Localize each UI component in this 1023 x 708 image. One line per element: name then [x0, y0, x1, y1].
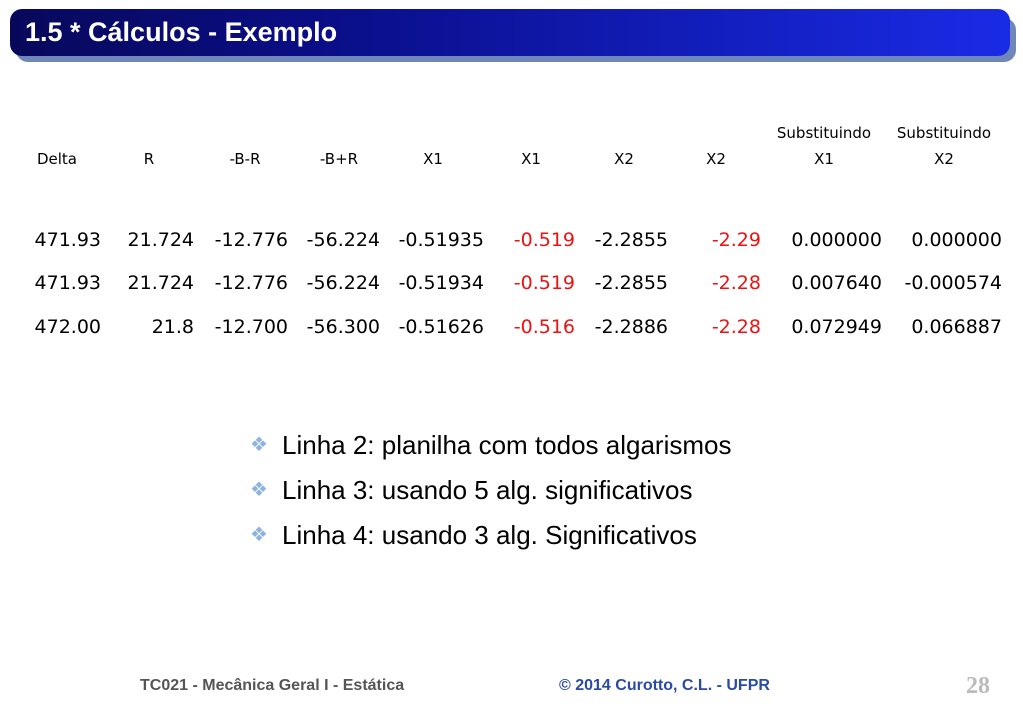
table-cell: 0.066887 [911, 316, 1002, 338]
table-cell: -0.519 [513, 229, 575, 251]
footer-copyright: © 2014 Curotto, C.L. - UFPR [559, 677, 770, 694]
table-cell: -56.300 [306, 316, 380, 338]
table-cell: 21.724 [127, 229, 194, 251]
bullet-item: ❖ Linha 4: usando 3 alg. Significativos [250, 520, 810, 551]
column-header: X1 [521, 150, 541, 168]
footer-course: TC021 - Mecânica Geral I - Estática [140, 677, 405, 694]
table-cell: 0.072949 [791, 316, 882, 338]
bullet-item: ❖ Linha 2: planilha com todos algarismos [250, 430, 810, 461]
table-cell: 471.93 [34, 229, 101, 251]
bullet-text: Linha 2: planilha com todos algarismos [282, 430, 732, 460]
table-cell: -2.2855 [594, 229, 668, 251]
table-cell: 0.000000 [791, 229, 882, 251]
table-cell: -2.29 [711, 229, 761, 251]
diamond-flower-icon: ❖ [250, 434, 268, 456]
bullet-text: Linha 4: usando 3 alg. Significativos [282, 520, 697, 550]
bullet-item: ❖ Linha 3: usando 5 alg. significativos [250, 475, 810, 506]
table-cell: -2.28 [711, 272, 761, 294]
table-cell: -0.51626 [398, 316, 484, 338]
table-cell: 21.8 [151, 316, 194, 338]
column-header: X2 [614, 150, 634, 168]
column-header: -B+R [319, 150, 359, 168]
table-cell: -0.51934 [398, 272, 484, 294]
bullet-text: Linha 3: usando 5 alg. significativos [282, 475, 693, 505]
column-header-line1: Substituindo [776, 124, 872, 142]
table-cell: -0.000574 [904, 272, 1002, 294]
table-cell: -12.776 [214, 229, 288, 251]
column-header: X2 [934, 150, 954, 168]
table-cell: 471.93 [34, 272, 101, 294]
table-cell: -12.700 [214, 316, 288, 338]
table-cell: 472.00 [34, 316, 101, 338]
slide-title: 1.5 * Cálculos - Exemplo [25, 17, 338, 47]
table-cell: -0.516 [513, 316, 575, 338]
table-cell: -56.224 [306, 229, 380, 251]
column-header: X2 [706, 150, 726, 168]
table-cell: 0.000000 [911, 229, 1002, 251]
title-bar: 1.5 * Cálculos - Exemplo [10, 9, 1010, 56]
bullet-list: ❖ Linha 2: planilha com todos algarismos… [250, 430, 810, 565]
diamond-flower-icon: ❖ [250, 524, 268, 546]
table-cell: -2.2855 [594, 272, 668, 294]
column-header: R [143, 150, 155, 168]
table-cell: -2.2886 [594, 316, 668, 338]
column-header-line1: Substituindo [896, 124, 992, 142]
table-cell: -0.51935 [398, 229, 484, 251]
column-header: Delta [36, 150, 78, 168]
diamond-flower-icon: ❖ [250, 479, 268, 501]
table-cell: 0.007640 [791, 272, 882, 294]
table-cell: -12.776 [214, 272, 288, 294]
column-header: X1 [814, 150, 834, 168]
table-cell: -56.224 [306, 272, 380, 294]
page-number: 28 [966, 673, 990, 699]
column-header: X1 [423, 150, 443, 168]
table-cell: -2.28 [711, 316, 761, 338]
table-cell: 21.724 [127, 272, 194, 294]
column-header: -B-R [229, 150, 261, 168]
table-cell: -0.519 [513, 272, 575, 294]
